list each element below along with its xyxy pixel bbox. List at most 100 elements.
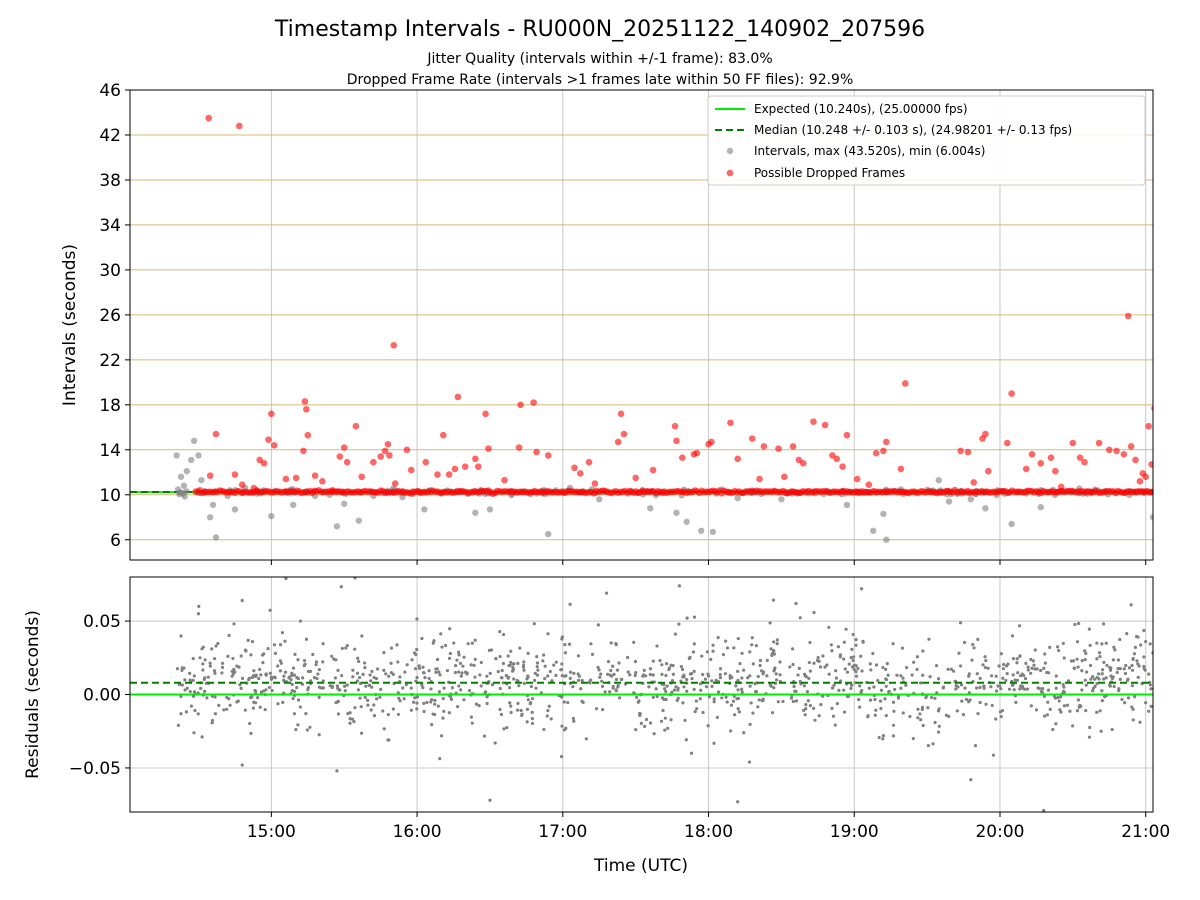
interval-point [734, 494, 741, 502]
residual-point [958, 664, 963, 668]
interval-point [778, 496, 785, 503]
residual-point [409, 686, 413, 690]
residual-point [453, 664, 458, 668]
dropped-frame-point [434, 471, 441, 478]
residual-point [1042, 808, 1046, 812]
residual-point [998, 684, 1002, 688]
residual-point [250, 695, 254, 699]
residual-point [927, 637, 931, 641]
residual-point [891, 642, 895, 646]
residual-point [1077, 621, 1081, 626]
residual-point [746, 676, 750, 680]
residual-point [703, 677, 708, 681]
dropped-frame-point [901, 380, 909, 387]
residual-point [336, 686, 340, 690]
residual-point [802, 708, 806, 713]
residual-point [240, 763, 244, 767]
x-tick-label: 21:00 [1121, 822, 1170, 842]
residual-point [1112, 645, 1116, 649]
residual-point [921, 673, 925, 677]
residual-point [1011, 657, 1016, 661]
residual-point [662, 697, 666, 701]
residual-point [311, 652, 315, 657]
residual-point [251, 674, 256, 678]
residual-point [280, 631, 285, 635]
residual-point [335, 684, 339, 688]
residual-point [291, 696, 295, 701]
residual-point [272, 643, 277, 647]
residual-point [386, 738, 390, 742]
residual-point [1065, 703, 1070, 707]
residual-point [202, 677, 206, 682]
residual-point [790, 647, 795, 651]
residual-point [910, 673, 914, 677]
residual-point [671, 663, 675, 668]
dropped-frame-point [300, 447, 307, 455]
residual-point [667, 666, 672, 670]
residual-point [534, 686, 538, 690]
residual-point [884, 714, 888, 718]
residual-point [936, 730, 941, 734]
residual-point [442, 709, 446, 713]
residual-point [441, 716, 445, 720]
residual-point [519, 708, 523, 713]
residual-point [1124, 663, 1128, 668]
residual-point [463, 670, 468, 674]
residual-point [445, 668, 450, 673]
residual-point [854, 643, 858, 647]
residual-point [962, 640, 967, 645]
residual-point [252, 700, 256, 704]
residual-point [711, 643, 715, 647]
residual-point [664, 697, 668, 702]
residual-point [415, 707, 419, 711]
residual-point [757, 698, 761, 702]
residual-point [797, 666, 801, 670]
y-tick-label: 0.00 [83, 686, 121, 706]
residual-point [714, 678, 718, 682]
residual-point [501, 632, 506, 637]
dropped-frame-point [748, 435, 756, 442]
residual-point [1036, 686, 1040, 690]
dropped-frame-point [340, 444, 348, 451]
residual-point [304, 711, 308, 716]
interval-point [1149, 514, 1153, 521]
residual-point [919, 681, 923, 685]
residual-point [384, 672, 388, 676]
residual-point [774, 672, 778, 676]
residual-point [1043, 661, 1048, 665]
residual-point [833, 723, 837, 727]
residual-point [227, 633, 231, 638]
residual-point [660, 663, 664, 667]
residual-point [312, 676, 317, 680]
residual-point [1100, 668, 1105, 672]
residual-point [212, 669, 217, 673]
residual-point [1084, 683, 1088, 687]
residual-point [479, 660, 483, 665]
residual-point [282, 674, 286, 678]
residual-point [1075, 709, 1080, 713]
interval-point [177, 473, 185, 480]
residual-point [815, 658, 820, 663]
residual-point [259, 673, 263, 677]
residual-point [210, 647, 214, 651]
residual-point [252, 669, 256, 673]
interval-point [1008, 520, 1015, 528]
residual-point [560, 635, 564, 639]
residual-point [276, 702, 280, 706]
dropped-frame-point [530, 399, 537, 406]
residual-point [707, 674, 711, 678]
residual-point [812, 610, 816, 615]
residual-point [1004, 678, 1008, 683]
residual-point [361, 672, 365, 676]
residual-point [1142, 655, 1146, 659]
residual-point [751, 711, 755, 715]
residual-point [1149, 704, 1153, 708]
residual-point [1098, 709, 1102, 713]
residual-point [1083, 678, 1087, 682]
residual-point [603, 690, 607, 694]
interval-point [180, 482, 188, 489]
residual-point [620, 677, 624, 681]
residual-point [526, 674, 530, 678]
residual-point [356, 656, 360, 660]
residual-point [638, 713, 642, 718]
